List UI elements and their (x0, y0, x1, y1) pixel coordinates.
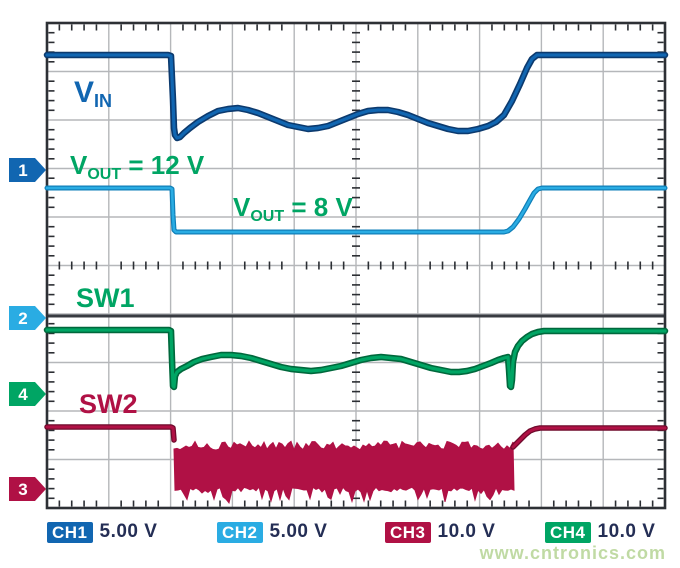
ch3-badge: CH3 (385, 521, 431, 543)
ch1-readout: CH1 5.00 V (47, 521, 157, 543)
trace-sw2_post (510, 425, 668, 450)
vout8-label: VOUT = 8 V (233, 192, 353, 225)
channel-marker-2 (9, 306, 46, 330)
ch1-scale: 5.00 V (99, 521, 158, 542)
trace-vin (45, 53, 667, 140)
channel-marker-label: 1 (18, 161, 27, 180)
channel-marker-4 (9, 382, 46, 406)
trace-layer (43, 51, 669, 505)
ch1-badge: CH1 (47, 521, 93, 543)
ch3-readout: CH3 10.0 V (385, 521, 495, 543)
channel-marker-1 (9, 158, 46, 182)
sw2-noise-band (173, 440, 515, 505)
channel-marker-3 (9, 477, 46, 501)
watermark: www.cntronics.com (479, 543, 666, 563)
ch2-readout: CH2 5.00 V (217, 521, 327, 543)
waveform-label-layer: VIN VOUT = 12 V VOUT = 8 V SW1 SW2 (70, 76, 353, 419)
waveform-plot: VIN VOUT = 12 V VOUT = 8 V SW1 SW2 1 2 4 3 (9, 21, 669, 510)
trace-sw1 (45, 328, 667, 389)
ch4-badge: CH4 (545, 521, 591, 543)
channel-marker-label: 4 (18, 385, 28, 404)
vin-label: VIN (74, 76, 112, 111)
sw2-label: SW2 (79, 389, 138, 419)
trace-sw2_pre (45, 425, 176, 442)
channel-marker-layer: 1 2 4 3 (9, 158, 46, 501)
grid-layer (45, 21, 667, 510)
channel-readout-row: CH1 5.00 V CH2 5.00 V CH3 10.0 V CH4 10.… (0, 518, 680, 548)
channel-marker-label: 3 (18, 480, 27, 499)
ch4-scale: 10.0 V (597, 521, 656, 542)
ch3-scale: 10.0 V (437, 521, 496, 542)
ch2-scale: 5.00 V (269, 521, 328, 542)
trace-vout (45, 186, 667, 234)
ch4-readout: CH4 10.0 V (545, 521, 655, 543)
vout12-label: VOUT = 12 V (70, 150, 205, 183)
plot-border (45, 21, 667, 510)
trace-sw2_pre (44, 424, 177, 443)
trace-sw2_post (511, 426, 667, 449)
sw1-label: SW1 (76, 283, 135, 313)
ch2-badge: CH2 (217, 521, 263, 543)
channel-marker-label: 2 (18, 309, 27, 328)
